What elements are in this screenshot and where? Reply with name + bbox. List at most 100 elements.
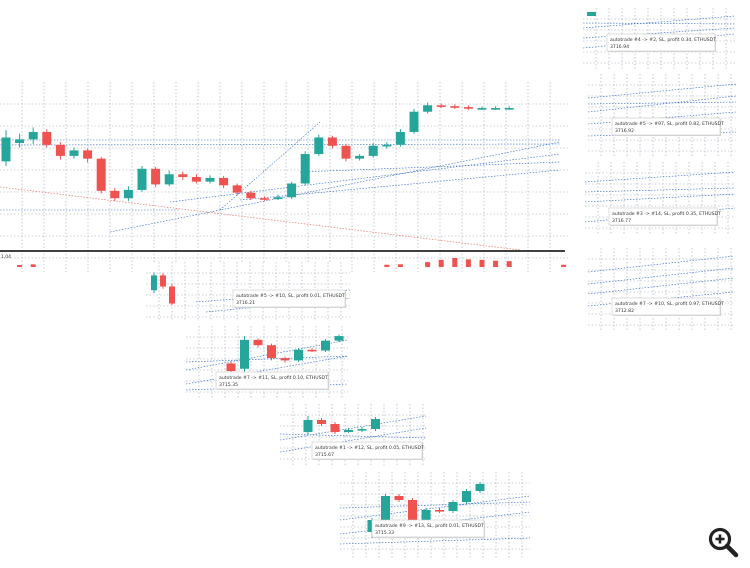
main-candle	[341, 145, 351, 159]
zoom-chart-autotrade-9: autotrade #9 -> #13, SL, profit 0.01, ET…	[340, 472, 530, 558]
tooltip-snippet-4-box	[611, 297, 721, 316]
main-candle	[355, 155, 365, 159]
main-candle	[178, 174, 188, 178]
zoom-4-candle	[421, 510, 431, 520]
main-candle	[123, 189, 133, 199]
main-candle	[491, 108, 501, 110]
main-trendline	[0, 186, 521, 251]
zoom-3-trendline	[280, 433, 426, 439]
volume-bar	[506, 261, 512, 267]
volume-bar	[30, 264, 36, 267]
tooltip-snippet-4: autotrade #7 -> #10, SL, profit 0.97, ET…	[611, 297, 724, 316]
zoom-2-candle	[280, 358, 290, 361]
volume-bar	[17, 265, 23, 267]
zoom-chart-autotrade-7: autotrade #7 -> #11, SL, profit 0.10, ET…	[186, 326, 348, 398]
tooltip-zoom-2-line1: autotrade #7 -> #11, SL, profit 0.10, ET…	[219, 375, 328, 381]
main-candle	[368, 145, 378, 156]
zoom-1-candle	[151, 275, 157, 291]
zoom-4-candle	[394, 496, 404, 500]
main-candle	[137, 168, 147, 190]
zoom-2-trendline	[186, 355, 348, 385]
tooltip-zoom-1-line2: 3716.21	[236, 300, 255, 306]
tooltip-snippet-4-line1: autotrade #7 -> #10, SL, profit 0.97, ET…	[615, 301, 724, 307]
main-candle	[409, 111, 419, 132]
tooltip-snippet-2-box	[611, 117, 721, 136]
main-candle	[395, 131, 405, 145]
zoom-2-candle	[240, 339, 249, 369]
zoom-4-candle	[475, 484, 485, 491]
main-candle	[382, 144, 392, 147]
main-trendline	[0, 143, 561, 146]
main-trendline	[109, 141, 561, 233]
snippet-3-trendline	[585, 193, 735, 203]
snippet-1-trendline	[583, 22, 735, 25]
volume-bar	[425, 262, 431, 267]
tooltip-snippet-1: autotrade #4 -> #2, SL, profit 0.34, ETH…	[606, 33, 716, 52]
volume-bar	[479, 259, 485, 267]
main-candle	[1, 137, 11, 162]
volume-bar	[384, 264, 390, 267]
tooltip-zoom-3-line1: autotrade #1 -> #12, SL, profit 0.05, ET…	[315, 445, 424, 451]
tooltip-zoom-1-line1: autotrade #5 -> #10, SL, profit 0.01, ET…	[236, 293, 345, 299]
tooltip-snippet-3-line1: autotrade #3 -> #14, SL, profit 0.35, ET…	[612, 211, 721, 217]
snippet-chart-3: autotrade #3 -> #14, SL, profit 0.35, ET…	[585, 162, 735, 234]
main-candle	[96, 158, 106, 191]
snippet-4-trendline	[588, 267, 734, 285]
snippet-chart-4: autotrade #7 -> #10, SL, profit 0.97, ET…	[588, 248, 734, 332]
main-candle	[191, 177, 201, 182]
main-trendline	[299, 161, 561, 173]
main-trendline	[169, 153, 561, 203]
zoom-3-candle	[317, 420, 326, 424]
main-candle	[164, 174, 174, 185]
zoom-4-trendline	[340, 495, 530, 521]
main-candle	[219, 177, 229, 186]
tooltip-zoom-1: autotrade #5 -> #10, SL, profit 0.01, ET…	[232, 289, 346, 308]
price-tag: 1,04	[1, 254, 11, 260]
zoom-2-trendline	[186, 355, 348, 363]
main-candle	[232, 185, 242, 193]
zoom-chart-autotrade-1: autotrade #1 -> #12, SL, profit 0.05, ET…	[280, 404, 426, 466]
main-candle	[205, 177, 215, 182]
zoom-4-candle	[462, 491, 471, 502]
main-candle	[436, 105, 446, 107]
zoom-2-candle	[334, 336, 344, 341]
tooltip-snippet-2-line2: 3716.92	[615, 128, 634, 134]
main-candle	[246, 192, 256, 199]
zoom-2-candle	[226, 363, 236, 372]
zoom-4-candle	[381, 496, 390, 520]
zoom-4-candle	[435, 510, 444, 512]
tooltip-snippet-4-line2: 3712.82	[615, 308, 634, 314]
tooltip-zoom-2-line2: 3715.35	[219, 382, 238, 388]
tooltip-snippet-1-line1: autotrade #4 -> #2, SL, profit 0.34, ETH…	[610, 37, 716, 43]
snippet-1-trendline	[583, 15, 735, 29]
snippet-panel-1: autotrade #4 -> #2, SL, profit 0.34, ETH…	[583, 8, 735, 70]
trade-marker	[338, 121, 349, 133]
main-candle	[300, 154, 310, 184]
zoom-in-icon[interactable]	[706, 525, 740, 559]
main-candle	[110, 190, 120, 199]
main-candle	[151, 168, 161, 185]
main-candle	[15, 139, 25, 143]
snippet-2-trendline	[588, 101, 736, 105]
zoom-panel-autotrade-1: autotrade #1 -> #12, SL, profit 0.05, ET…	[280, 404, 426, 466]
zoom-4-candle	[408, 500, 417, 520]
snippet-2-trendline	[588, 95, 736, 113]
zoom-1-candle	[160, 275, 166, 287]
snippet-3-trendline	[585, 171, 735, 183]
main-chart-panel: 1,04	[0, 82, 568, 272]
main-candle	[273, 197, 283, 200]
tooltip-snippet-2: autotrade #5 -> #97, SL, profit 0.82, ET…	[611, 117, 724, 136]
snippet-panel-2: autotrade #5 -> #97, SL, profit 0.82, ET…	[588, 74, 736, 158]
zoom-3-candle	[303, 420, 313, 432]
main-candle	[504, 108, 514, 110]
main-candle	[477, 108, 487, 110]
main-candle	[423, 105, 433, 112]
tooltip-zoom-4-box	[371, 519, 485, 538]
zoom-4-trendline	[340, 511, 530, 535]
main-candle	[83, 150, 93, 159]
main-candle	[69, 150, 79, 156]
snippet-3-trendline	[585, 187, 735, 193]
zoom-4-trendline	[340, 537, 530, 545]
zoom-chart-autotrade-5: autotrade #5 -> #10, SL, profit 0.01, ET…	[146, 262, 350, 320]
snippet-2-trendline	[588, 83, 736, 99]
